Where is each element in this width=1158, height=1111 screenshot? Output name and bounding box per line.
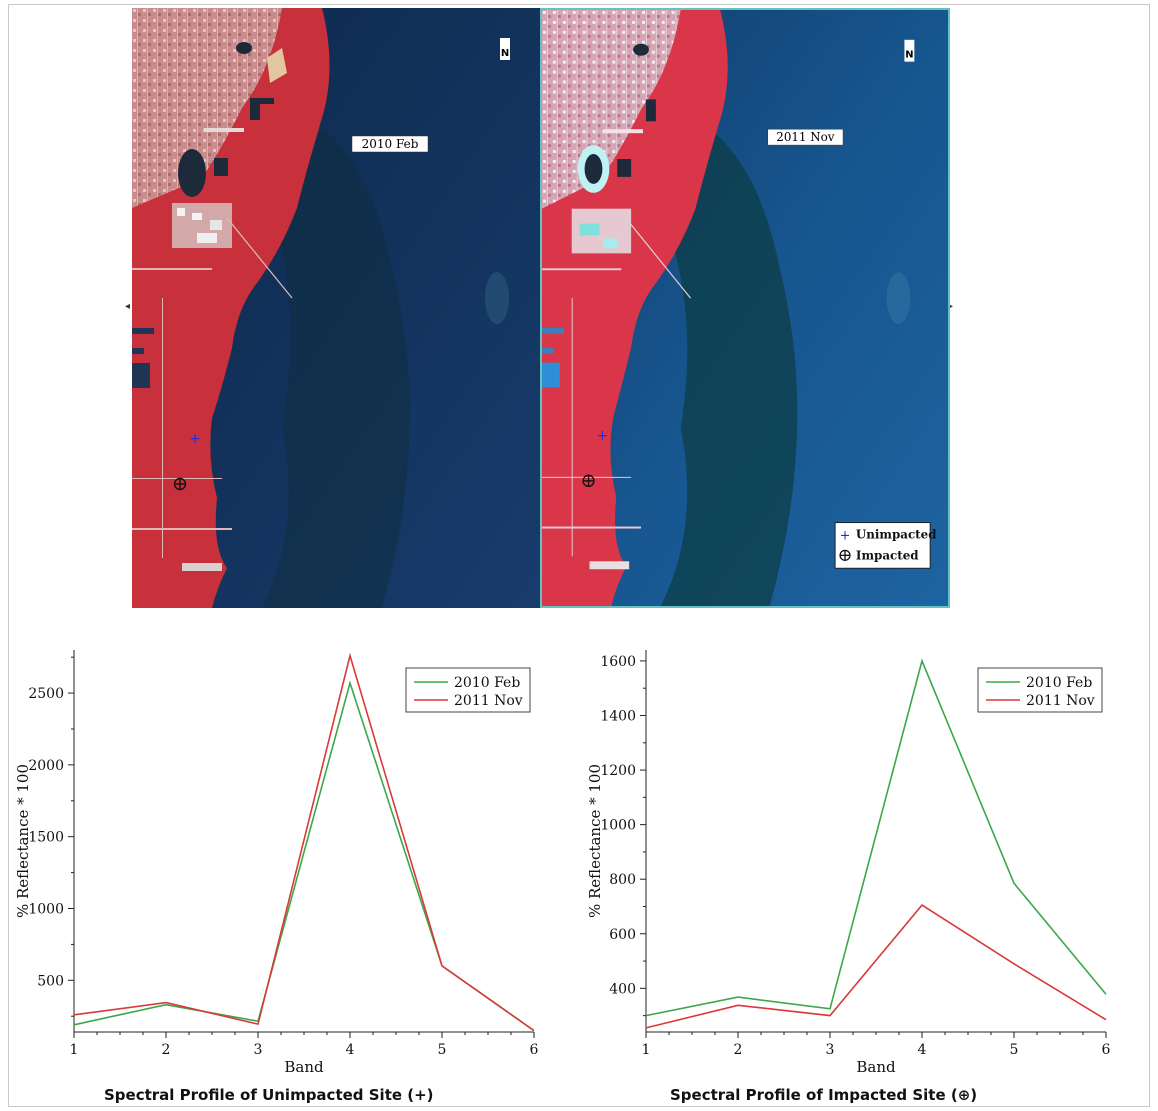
series-line-2010-feb xyxy=(73,680,535,1032)
y-axis-label: % Reflectance * 100 xyxy=(586,764,604,918)
unimpacted-site-marker-icon: + xyxy=(597,428,609,444)
satellite-image-2011: 2011 Nov N + + Unimpacted Impacted xyxy=(542,10,948,606)
y-tick-label: 1200 xyxy=(600,763,636,779)
y-tick-label: 600 xyxy=(609,927,636,943)
map-panel-2011[interactable]: 2011 Nov N + + Unimpacted Impacted xyxy=(540,8,950,608)
series-line-2011-nov xyxy=(645,904,1107,1029)
spectral-profile-chart-impacted: 400 600 800 1000 1200 1400 1600 1 2 3 4 5 6 Band % Ref… xyxy=(586,650,1111,1076)
y-tick-label: 1000 xyxy=(600,818,636,834)
y-tick-label: 500 xyxy=(37,973,64,989)
scroll-right-arrow-icon[interactable]: ▸ xyxy=(948,301,954,312)
x-tick-label: 1 xyxy=(70,1042,79,1058)
y-tick-label: 400 xyxy=(609,981,636,997)
x-tick-label: 5 xyxy=(1010,1042,1019,1058)
series-line-2011-nov xyxy=(73,652,535,1032)
legend-entry-label: 2010 Feb xyxy=(454,675,520,691)
satellite-map-comparison: ◂ ▸ xyxy=(122,4,956,608)
x-tick-label: 4 xyxy=(918,1042,927,1058)
y-tick-label: 1600 xyxy=(600,654,636,670)
map-date-label: 2010 Feb xyxy=(362,137,419,151)
north-arrow-icon: N xyxy=(905,50,913,61)
chart-legend xyxy=(405,667,531,713)
legend-entry-label: 2010 Feb xyxy=(1026,675,1092,691)
north-arrow-icon: N xyxy=(501,48,509,59)
scroll-left-arrow-icon[interactable]: ◂ xyxy=(125,301,131,312)
chart-title-impacted: Spectral Profile of Impacted Site (⊕) xyxy=(670,1086,978,1104)
x-tick-label: 5 xyxy=(438,1042,447,1058)
spectral-profile-chart-unimpacted: 500 1000 1500 2000 2500 1 2 3 4 5 6 Band % Reflectan… xyxy=(14,650,539,1076)
figure-frame xyxy=(8,4,1150,1107)
legend-entry-label: 2011 Nov xyxy=(1026,693,1095,709)
y-tick-label: 2500 xyxy=(28,686,64,702)
unimpacted-legend-icon: + xyxy=(840,528,851,543)
legend-unimpacted-label: Unimpacted xyxy=(856,527,937,541)
series-line-2010-feb xyxy=(645,658,1107,1017)
y-tick-label: 1500 xyxy=(28,830,64,846)
y-tick-label: 1400 xyxy=(600,708,636,724)
chart-legend xyxy=(977,667,1103,713)
legend-impacted-label: Impacted xyxy=(856,548,919,562)
x-tick-label: 2 xyxy=(734,1042,743,1058)
x-tick-label: 1 xyxy=(642,1042,651,1058)
x-tick-label: 2 xyxy=(162,1042,171,1058)
y-tick-label: 2000 xyxy=(28,758,64,774)
map-panel-2010[interactable]: 2010 Feb N + xyxy=(132,8,542,608)
x-tick-label: 6 xyxy=(1102,1042,1111,1058)
chart-title-unimpacted: Spectral Profile of Unimpacted Site (+) xyxy=(104,1086,434,1104)
x-axis-label: Band xyxy=(856,1058,896,1076)
y-axis-label: % Reflectance * 100 xyxy=(14,764,32,918)
x-tick-label: 3 xyxy=(254,1042,263,1058)
y-tick-label: 1000 xyxy=(28,901,64,917)
x-axis-label: Band xyxy=(284,1058,324,1076)
x-tick-label: 6 xyxy=(530,1042,539,1058)
x-tick-label: 4 xyxy=(346,1042,355,1058)
site-legend: + Unimpacted Impacted xyxy=(834,522,937,569)
map-date-label: 2011 Nov xyxy=(776,130,835,144)
x-tick-label: 3 xyxy=(826,1042,835,1058)
unimpacted-site-marker-icon: + xyxy=(189,431,201,447)
satellite-image-2010: 2010 Feb N + xyxy=(132,8,542,608)
legend-entry-label: 2011 Nov xyxy=(454,693,523,709)
y-tick-label: 800 xyxy=(609,872,636,888)
